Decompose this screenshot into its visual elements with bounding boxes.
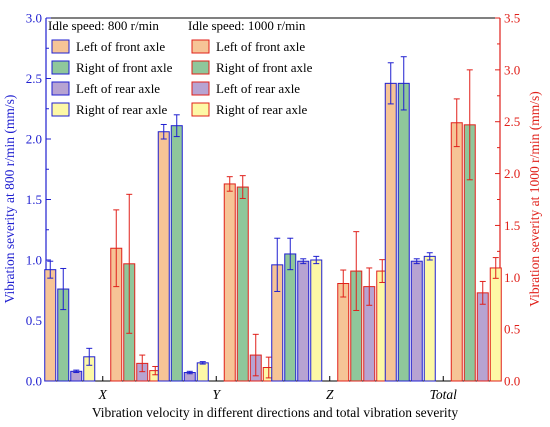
bar [170,125,183,382]
bar [196,362,209,382]
bar [157,131,170,382]
right-y-tick-label: 3.5 [504,11,520,26]
right-y-tick-label: 0.0 [504,374,520,389]
right-y-axis-title: Vibration severity at 1000 r/min (mm/s) [527,91,542,307]
right-y-tick-label: 2.5 [504,114,520,129]
legend-swatch [51,81,70,96]
legend-swatch [51,60,70,75]
x-tick-label: Total [430,387,458,402]
x-axis-title: Vibration velocity in different directio… [92,405,459,420]
bar [44,269,57,382]
left-y-tick-label: 2.0 [26,132,42,147]
right-y-tick-label: 0.5 [504,322,520,337]
legend-swatch [191,102,210,117]
bar [397,82,410,382]
legend-title: Idle speed: 1000 r/min [188,18,306,33]
left-y-tick-label: 3.0 [26,11,42,26]
legend-label: Left of rear axle [216,81,300,96]
left-y-axis-title: Vibration severity at 800 r/min (mm/s) [2,95,17,304]
bar [297,260,310,382]
x-tick-label: X [98,387,108,402]
bar [489,267,502,382]
bar [476,292,489,382]
left-y-tick-label: 0.0 [26,374,42,389]
legend-label: Right of rear axle [76,102,168,117]
legend-label: Left of rear axle [76,81,160,96]
legend-swatch [191,39,210,54]
right-y-tick-label: 1.0 [504,270,520,285]
legend-label: Left of front axle [216,39,305,54]
bar [236,186,249,382]
plot-area: 0.0 0.5 1.0 1.5 2.0 2.5 3.0 0.0 0.5 1.0 1.5 2.0 2.5 3… [26,11,521,403]
legend-swatch [51,39,70,54]
legend-label: Right of rear axle [216,102,308,117]
bar [310,259,323,382]
x-tick-label: Z [326,387,334,402]
bar [450,122,463,382]
left-y-tick-label: 0.5 [26,313,42,328]
legend-swatch [191,60,210,75]
left-y-tick-label: 1.0 [26,253,42,268]
bar [423,255,436,382]
legend-swatch [191,81,210,96]
left-y-tick-label: 1.5 [26,192,42,207]
bar [384,82,397,382]
left-y-tick-label: 2.5 [26,71,42,86]
right-y-tick-label: 3.0 [504,62,520,77]
legend-label: Left of front axle [76,39,165,54]
right-y-tick-label: 2.0 [504,166,520,181]
legend-swatch [51,102,70,117]
bar [223,183,236,382]
bar [410,260,423,382]
bar [337,283,350,382]
legend-title: Idle speed: 800 r/min [48,18,159,33]
bar [284,253,297,382]
legend-label: Right of front axle [76,60,173,75]
right-y-tick-label: 1.5 [504,218,520,233]
legend-label: Right of front axle [216,60,313,75]
x-tick-label: Y [212,387,221,402]
